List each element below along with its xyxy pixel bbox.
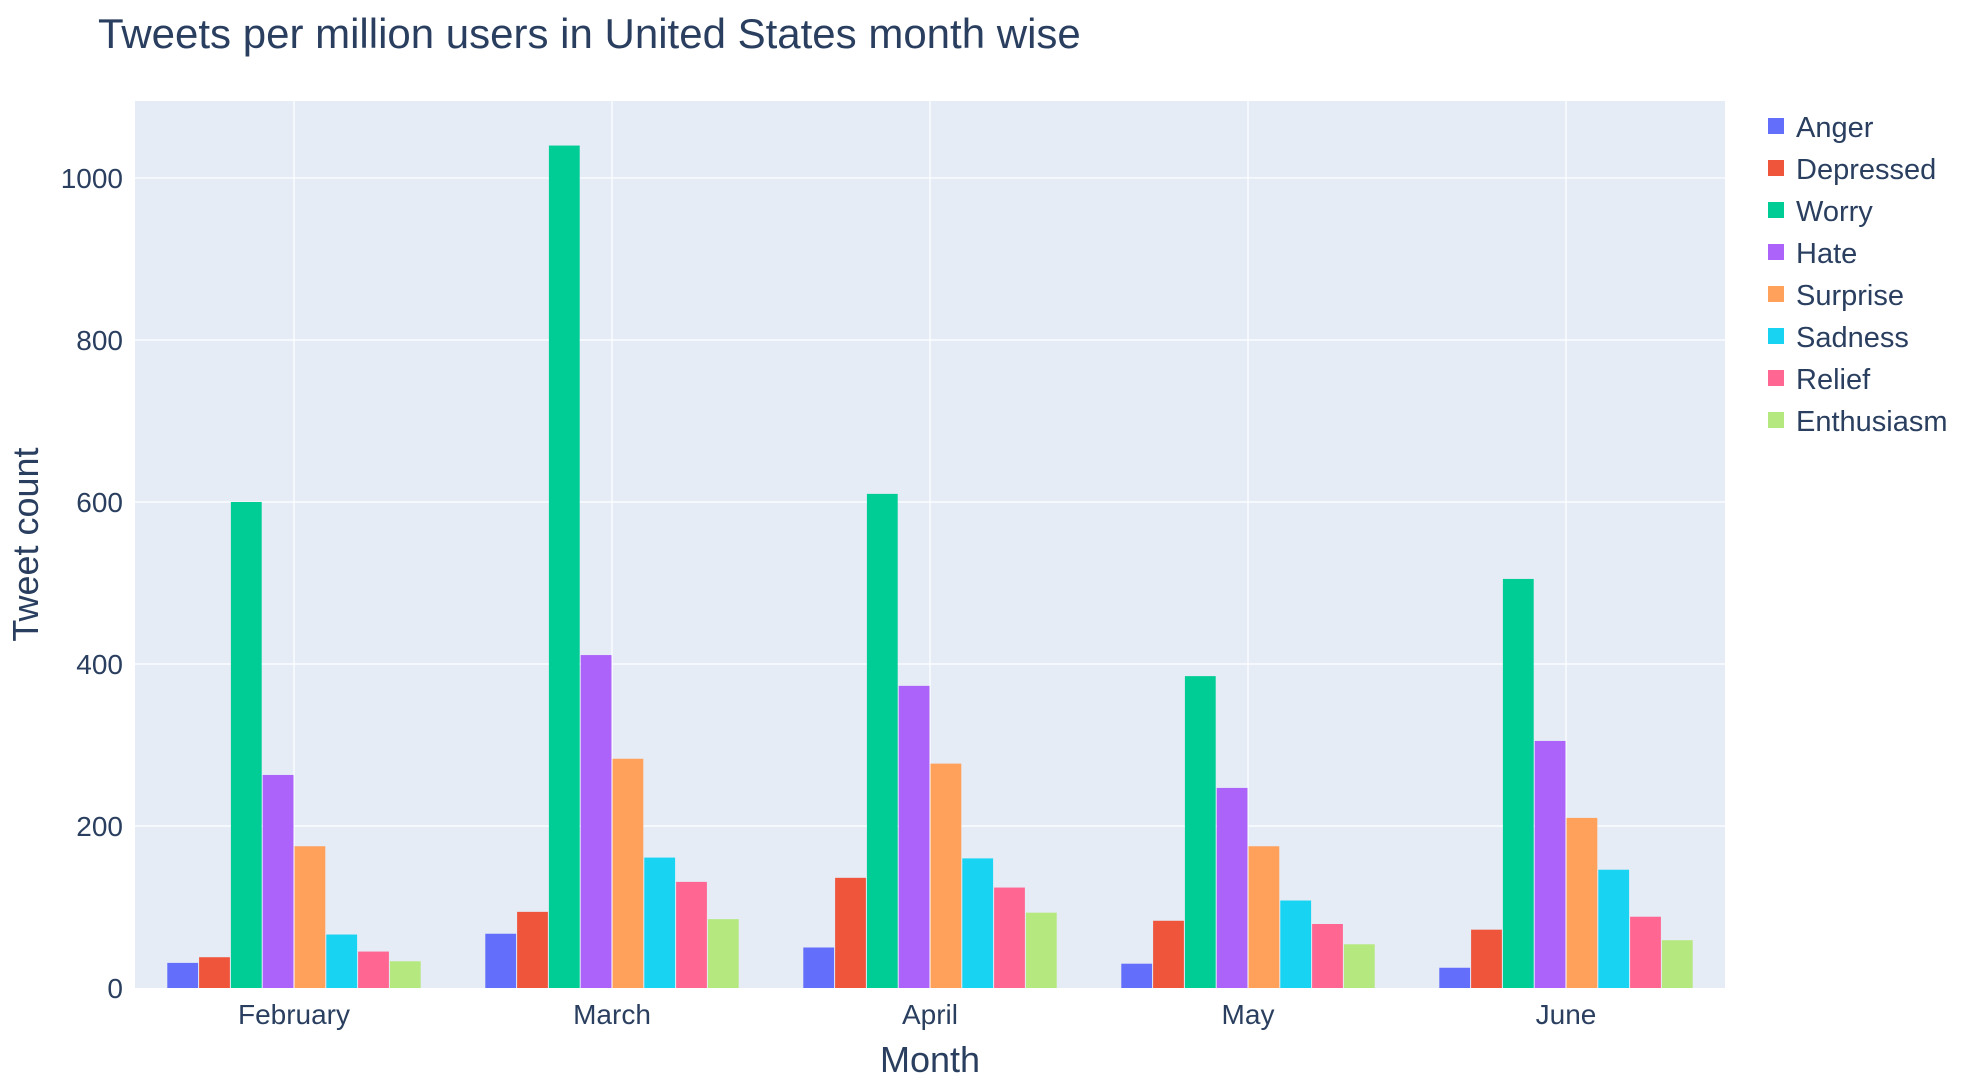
- bar-relief-june[interactable]: [1630, 916, 1661, 988]
- legend[interactable]: Anger Depressed Worry Hate Surprise Sadness Re…: [1768, 112, 1948, 438]
- bar-enthusiasm-april[interactable]: [1025, 912, 1057, 988]
- bar-relief-march[interactable]: [676, 881, 707, 988]
- y-tick-label: 800: [76, 325, 123, 356]
- bar-enthusiasm-march[interactable]: [707, 919, 739, 988]
- bar-anger-march[interactable]: [485, 933, 517, 988]
- legend-swatch: [1768, 202, 1784, 218]
- legend-label: Enthusiasm: [1796, 406, 1948, 438]
- legend-label: Surprise: [1796, 280, 1904, 312]
- bar-sadness-may[interactable]: [1280, 900, 1312, 988]
- bar-sadness-june[interactable]: [1598, 869, 1630, 988]
- legend-label: Relief: [1796, 364, 1871, 396]
- y-tick-label: 600: [76, 487, 123, 518]
- bar-sadness-february[interactable]: [326, 934, 358, 988]
- bar-surprise-june[interactable]: [1566, 817, 1598, 988]
- bar-anger-june[interactable]: [1439, 967, 1471, 988]
- legend-swatch: [1768, 118, 1784, 134]
- legend-item-depressed[interactable]: Depressed: [1768, 154, 1936, 186]
- bar-depressed-may[interactable]: [1153, 920, 1184, 988]
- bar-enthusiasm-june[interactable]: [1661, 940, 1693, 988]
- x-axis-title: Month: [880, 1039, 980, 1080]
- bar-depressed-february[interactable]: [199, 957, 230, 988]
- legend-swatch: [1768, 286, 1784, 302]
- x-tick-label: June: [1536, 999, 1597, 1030]
- bar-anger-april[interactable]: [803, 947, 835, 988]
- bar-surprise-march[interactable]: [612, 758, 644, 988]
- bar-anger-february[interactable]: [167, 962, 199, 988]
- legend-swatch: [1768, 160, 1784, 176]
- legend-item-relief[interactable]: Relief: [1768, 364, 1871, 396]
- legend-swatch: [1768, 328, 1784, 344]
- bars: [167, 145, 1693, 989]
- y-axis-ticks: 0 200 400 600 800 1000: [61, 163, 123, 1004]
- legend-label: Worry: [1796, 196, 1873, 228]
- y-tick-label: 0: [107, 973, 123, 1004]
- legend-label: Hate: [1796, 238, 1857, 270]
- bar-hate-may[interactable]: [1216, 787, 1248, 988]
- bar-worry-june[interactable]: [1502, 578, 1534, 988]
- bar-relief-may[interactable]: [1312, 924, 1343, 988]
- bar-depressed-june[interactable]: [1471, 929, 1502, 988]
- legend-swatch: [1768, 370, 1784, 386]
- legend-label: Depressed: [1796, 154, 1936, 186]
- bar-worry-may[interactable]: [1184, 676, 1216, 988]
- bar-surprise-february[interactable]: [294, 846, 326, 988]
- x-tick-label: March: [573, 999, 651, 1030]
- bar-enthusiasm-february[interactable]: [389, 961, 421, 988]
- bar-hate-february[interactable]: [262, 774, 294, 988]
- bar-hate-april[interactable]: [898, 685, 930, 988]
- bar-worry-march[interactable]: [548, 145, 580, 989]
- legend-item-sadness[interactable]: Sadness: [1768, 322, 1909, 354]
- bar-enthusiasm-may[interactable]: [1343, 944, 1375, 988]
- legend-item-surprise[interactable]: Surprise: [1768, 280, 1904, 312]
- bar-worry-april[interactable]: [866, 493, 898, 988]
- y-tick-label: 200: [76, 811, 123, 842]
- legend-label: Anger: [1796, 112, 1874, 144]
- y-axis-title: Tweet count: [5, 447, 46, 641]
- legend-item-anger[interactable]: Anger: [1768, 112, 1874, 144]
- x-tick-label: April: [902, 999, 958, 1030]
- bar-hate-june[interactable]: [1534, 740, 1566, 988]
- legend-item-worry[interactable]: Worry: [1768, 196, 1873, 228]
- bar-hate-march[interactable]: [580, 655, 612, 988]
- gridlines: [135, 101, 1725, 988]
- bar-surprise-april[interactable]: [930, 763, 962, 988]
- legend-item-hate[interactable]: Hate: [1768, 238, 1857, 270]
- bar-sadness-april[interactable]: [962, 858, 994, 988]
- legend-swatch: [1768, 244, 1784, 260]
- bar-worry-february[interactable]: [230, 501, 262, 988]
- bar-relief-february[interactable]: [358, 951, 389, 988]
- x-tick-label: May: [1222, 999, 1275, 1030]
- bar-sadness-march[interactable]: [644, 857, 676, 988]
- bar-depressed-april[interactable]: [835, 877, 866, 988]
- x-axis-ticks: February March April May June: [238, 999, 1596, 1030]
- bar-anger-may[interactable]: [1121, 963, 1153, 988]
- legend-swatch: [1768, 412, 1784, 428]
- bar-surprise-may[interactable]: [1248, 846, 1280, 988]
- bar-depressed-march[interactable]: [517, 911, 548, 988]
- legend-item-enthusiasm[interactable]: Enthusiasm: [1768, 406, 1948, 438]
- bar-relief-april[interactable]: [994, 887, 1025, 988]
- legend-label: Sadness: [1796, 322, 1909, 354]
- x-tick-label: February: [238, 999, 350, 1030]
- y-tick-label: 400: [76, 649, 123, 680]
- y-tick-label: 1000: [61, 163, 123, 194]
- chart-title: Tweets per million users in United State…: [98, 10, 1081, 57]
